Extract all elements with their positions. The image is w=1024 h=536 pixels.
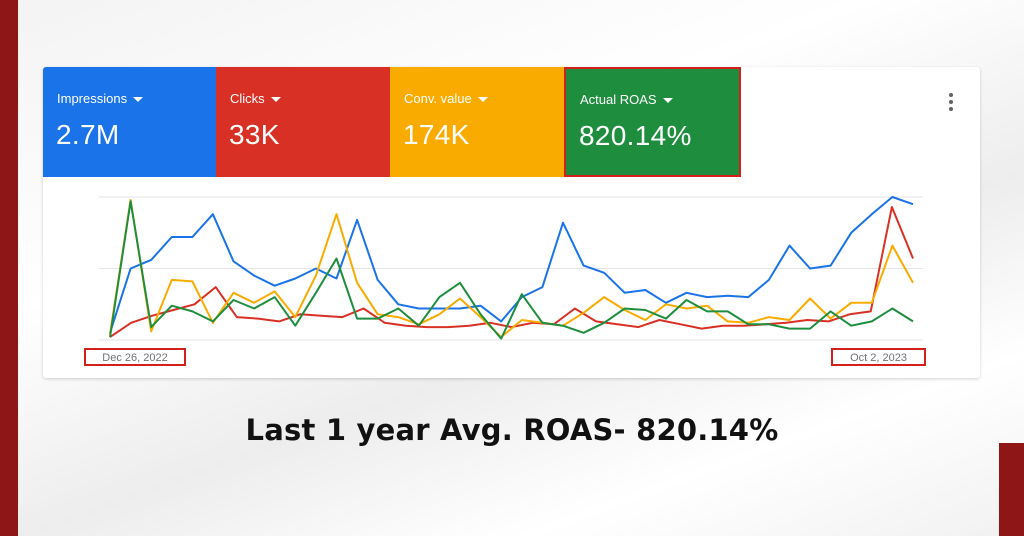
more-options-icon[interactable] xyxy=(945,93,957,111)
chart-start-date: Dec 26, 2022 xyxy=(84,348,186,366)
metric-tile-conv-value[interactable]: Conv. value 174K xyxy=(390,67,564,177)
metric-label-row: Conv. value xyxy=(404,91,488,106)
corner-accent-block xyxy=(999,443,1024,536)
caret-down-icon[interactable] xyxy=(662,97,673,103)
metric-tile-actual-roas[interactable]: Actual ROAS 820.14% xyxy=(564,67,741,177)
series-line-3 xyxy=(109,200,914,340)
left-accent-bar xyxy=(0,0,18,536)
metric-label-row: Actual ROAS xyxy=(580,92,673,107)
metric-value: 174K xyxy=(403,119,470,150)
metric-value: 820.14% xyxy=(579,120,692,151)
chart-end-date: Oct 2, 2023 xyxy=(831,348,926,366)
metric-label: Actual ROAS xyxy=(580,92,657,107)
metric-label: Impressions xyxy=(57,91,128,106)
metric-label-row: Clicks xyxy=(230,91,281,106)
performance-card: Impressions 2.7M Clicks 33K Conv. value … xyxy=(43,67,980,378)
metric-tile-impressions[interactable]: Impressions 2.7M xyxy=(43,67,216,177)
series-line-0 xyxy=(109,196,914,334)
metric-value: 33K xyxy=(229,119,280,150)
caret-down-icon[interactable] xyxy=(477,96,488,102)
metric-value: 2.7M xyxy=(56,119,120,150)
metric-label: Conv. value xyxy=(404,91,472,106)
metric-label-row: Impressions xyxy=(57,91,144,106)
line-chart xyxy=(99,196,923,341)
series-line-1 xyxy=(109,206,914,338)
metric-label: Clicks xyxy=(230,91,265,106)
metric-tile-clicks[interactable]: Clicks 33K xyxy=(216,67,390,177)
caret-down-icon[interactable] xyxy=(270,96,281,102)
caret-down-icon[interactable] xyxy=(133,96,144,102)
caption-heading: Last 1 year Avg. ROAS- 820.14% xyxy=(245,413,779,447)
series-line-2 xyxy=(109,198,914,339)
